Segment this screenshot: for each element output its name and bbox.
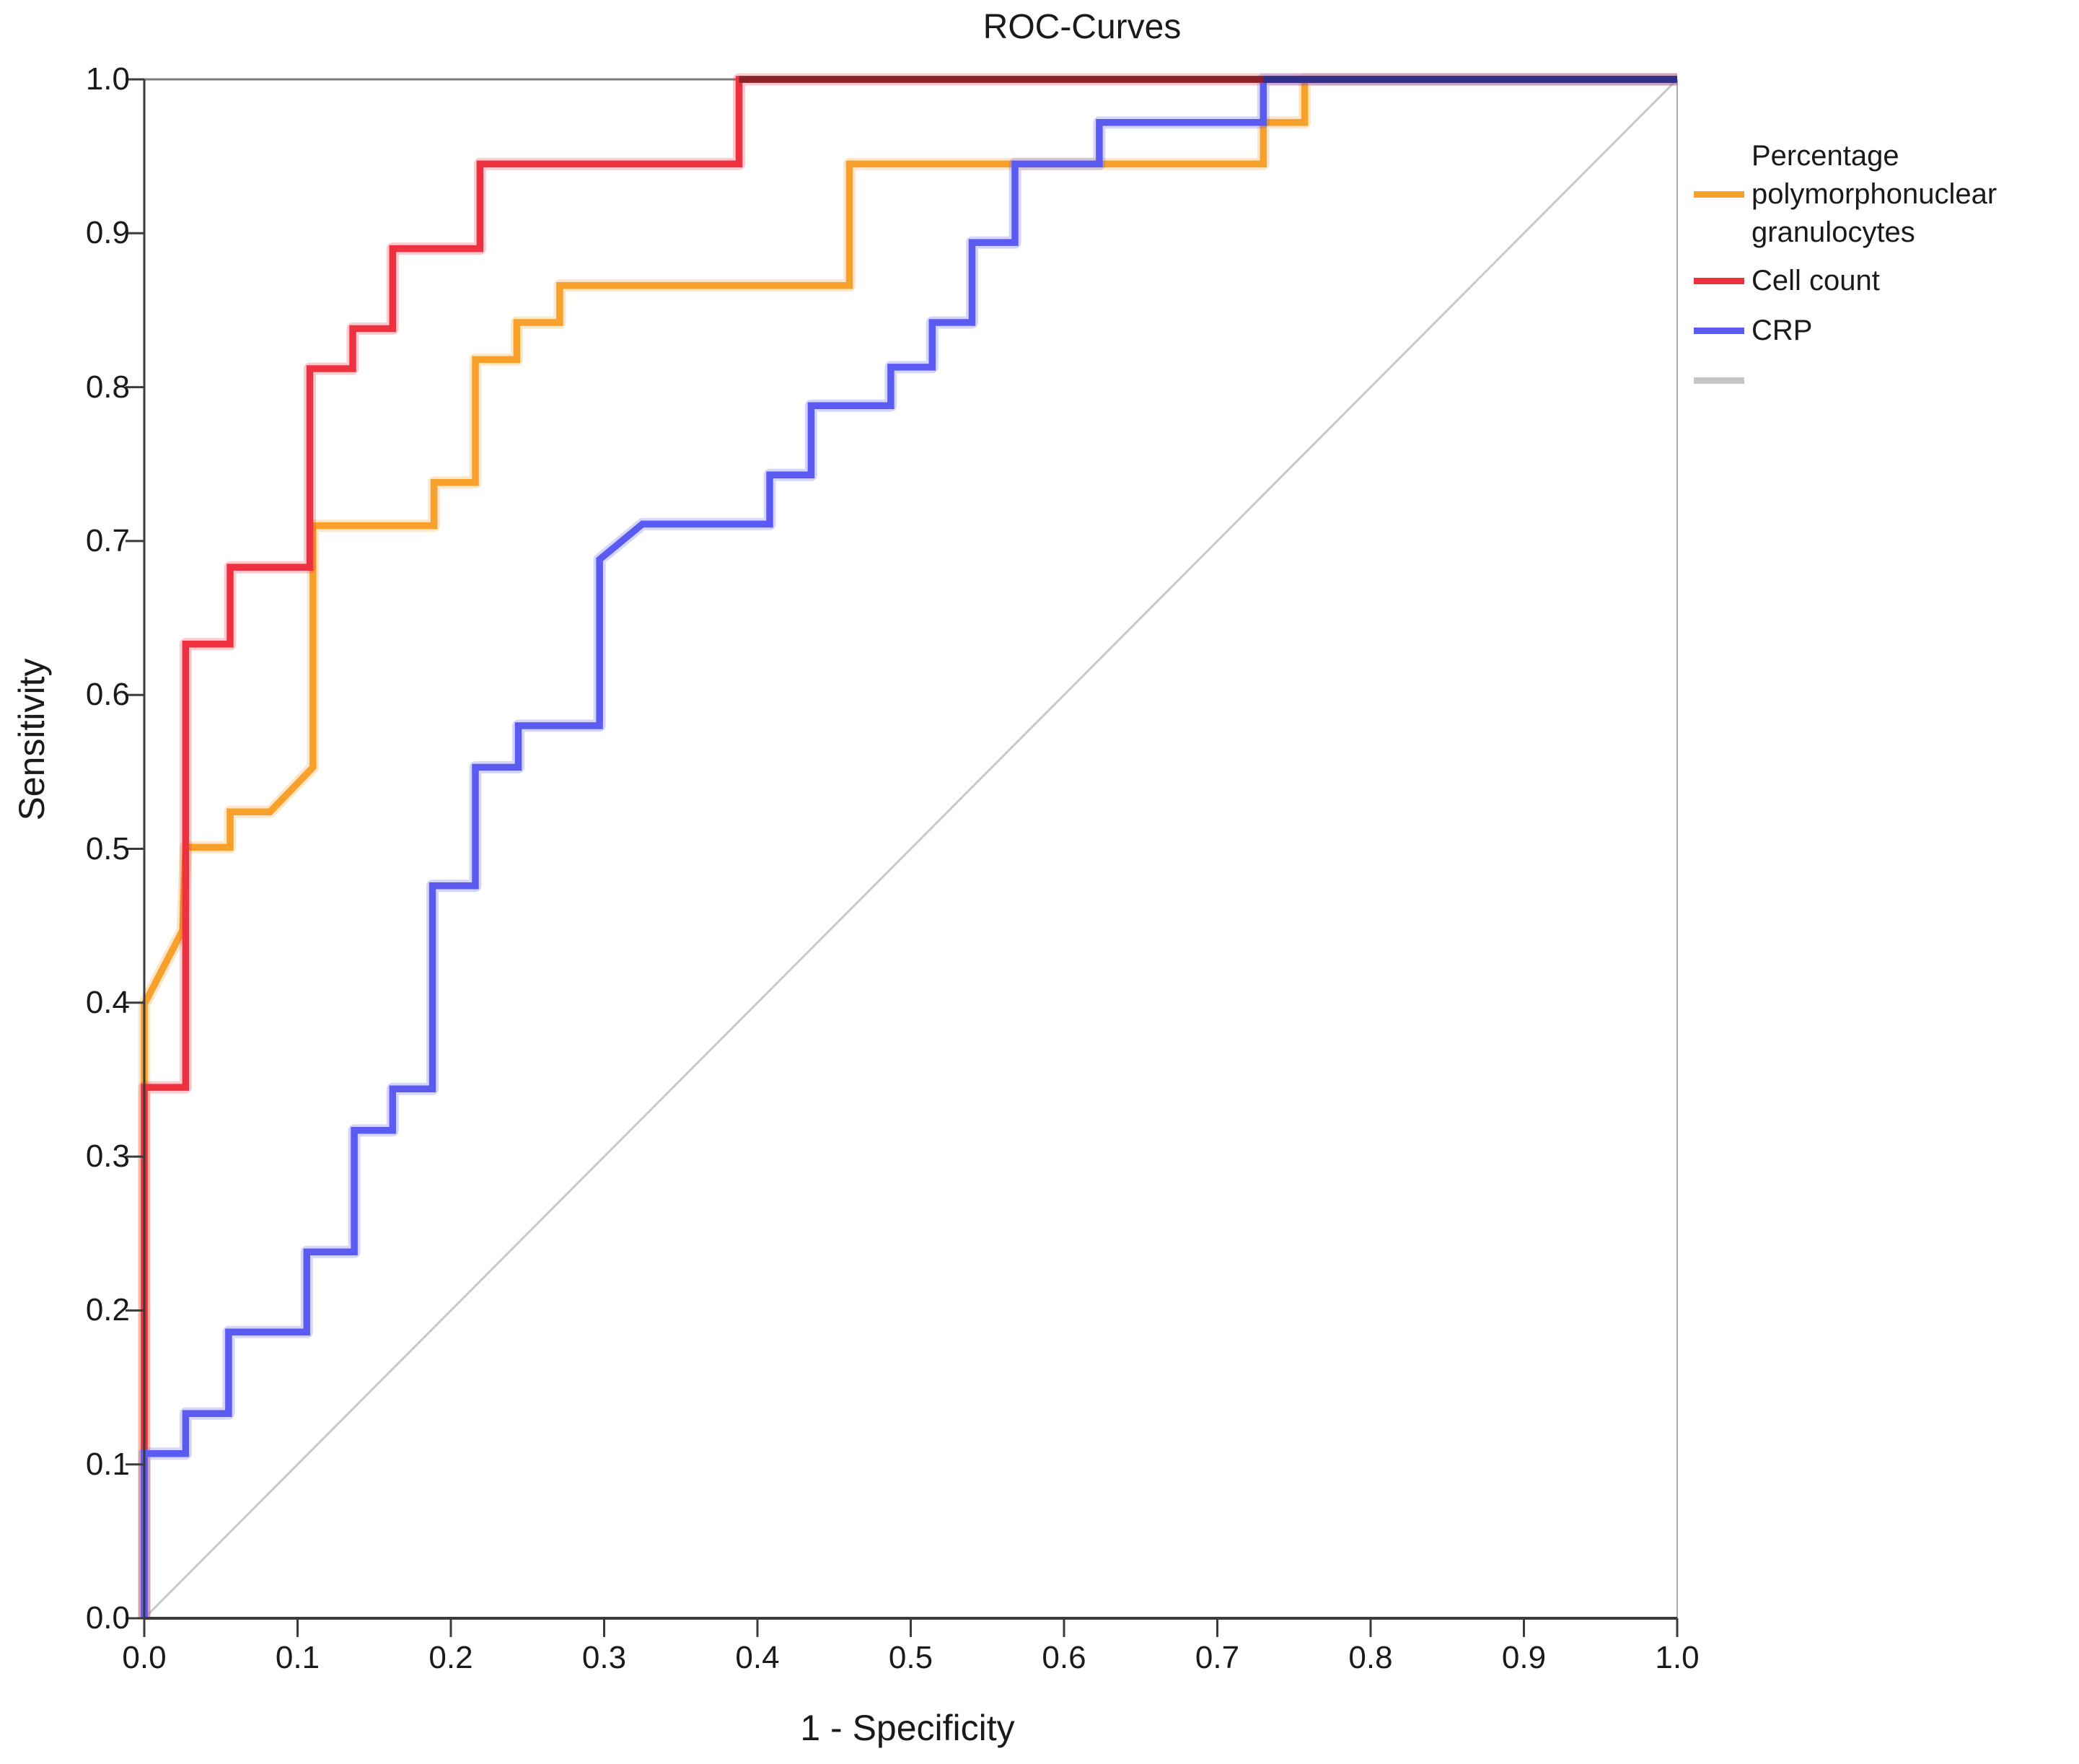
y-tick-label: 0.3 [85, 1138, 130, 1175]
x-tick-label: 0.0 [122, 1640, 167, 1675]
x-tick-label: 0.7 [1195, 1640, 1240, 1675]
y-tick-label: 0.5 [85, 830, 130, 866]
legend-swatch-pmn [1694, 191, 1744, 198]
y-tick-label: 0.6 [85, 677, 130, 713]
roc-curve-crp [141, 76, 1677, 1618]
legend-item-label: Percentage polymorphonuclear granulocyte… [1751, 140, 1997, 248]
legend-item-reference [1694, 361, 2069, 400]
x-tick-label: 0.3 [581, 1640, 627, 1675]
legend-item-crp: CRP [1694, 312, 2069, 350]
legend-swatch-cellcount [1694, 278, 1744, 284]
legend-item-pmn: Percentage polymorphonuclear granulocyte… [1694, 137, 2069, 252]
roc-curve-pmn [141, 76, 1677, 1618]
legend-item-label: CRP [1751, 315, 1813, 346]
legend-item-cellcount: Cell count [1694, 262, 2069, 300]
y-tick-label: 0.0 [85, 1600, 130, 1636]
y-tick-label: 1.0 [85, 61, 130, 97]
y-tick-label: 0.2 [85, 1292, 130, 1328]
legend-swatch-crp [1694, 328, 1744, 334]
y-tick-label: 0.4 [85, 984, 130, 1020]
reference-diagonal-line [143, 78, 1679, 1620]
legend: Percentage polymorphonuclear granulocyte… [1694, 137, 2069, 411]
y-tick-label: 0.9 [85, 215, 130, 251]
y-tick-label: 0.7 [85, 522, 130, 558]
x-tick-label: 0.5 [888, 1640, 933, 1675]
legend-swatch-reference [1694, 377, 1744, 384]
x-tick-label: 0.6 [1042, 1640, 1086, 1675]
y-tick-label: 0.1 [85, 1446, 130, 1482]
x-tick-label: 0.2 [428, 1640, 473, 1675]
x-tick-label: 0.9 [1501, 1640, 1547, 1675]
legend-item-label: Cell count [1751, 265, 1880, 297]
legend-item-label [1751, 361, 2054, 400]
x-axis-label: 1 - Specificity [800, 1708, 1015, 1748]
chart-title: ROC-Curves [983, 8, 1182, 46]
x-tick-label: 0.1 [275, 1640, 320, 1675]
roc-curve-cellcount [141, 76, 1677, 1618]
y-tick-label: 0.8 [85, 369, 130, 405]
x-tick-label: 1.0 [1655, 1640, 1700, 1675]
x-tick-label: 0.8 [1348, 1640, 1393, 1675]
x-tick-label: 0.4 [735, 1640, 780, 1675]
